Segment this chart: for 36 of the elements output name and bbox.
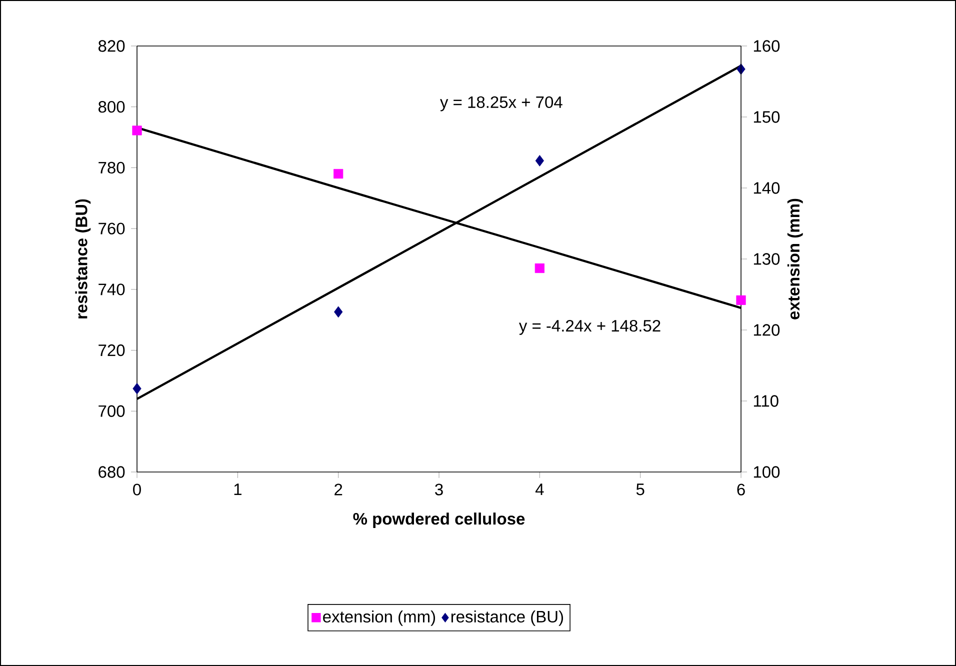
y2-tick-label: 140 bbox=[754, 182, 780, 194]
point bbox=[334, 168, 344, 179]
x-tick-label: 3 bbox=[435, 484, 443, 496]
y-tick-label: 820 bbox=[98, 40, 125, 52]
y-tick-label: 740 bbox=[98, 284, 125, 296]
y-tick-label: 760 bbox=[98, 222, 125, 234]
x-axis-title: % powdered cellulose bbox=[353, 512, 525, 528]
x-tick-label: 6 bbox=[737, 484, 745, 496]
y2-tick-label: 110 bbox=[754, 395, 778, 407]
x-tick-label: 5 bbox=[636, 484, 644, 496]
y2-axis-title: extension (mm) bbox=[787, 198, 803, 320]
annotation: y = -4.24x + 148.52 bbox=[518, 320, 660, 335]
point bbox=[132, 126, 142, 136]
x-tick-label: 1 bbox=[234, 484, 242, 496]
y2-tick-label: 100 bbox=[754, 466, 780, 478]
legend-label: resistance (BU) bbox=[451, 610, 563, 626]
x-tick-label: 4 bbox=[535, 484, 544, 496]
y2-tick-label: 150 bbox=[754, 111, 780, 123]
point bbox=[132, 382, 142, 394]
y-tick-label: 720 bbox=[98, 344, 125, 356]
y2-tick-label: 120 bbox=[754, 324, 780, 336]
y2-tick-label: 130 bbox=[754, 253, 780, 265]
point bbox=[736, 295, 746, 305]
point bbox=[534, 263, 544, 274]
legend-label: extension (mm) bbox=[323, 610, 436, 626]
point bbox=[535, 155, 544, 166]
x-tick-label: 0 bbox=[133, 484, 141, 496]
point bbox=[334, 306, 343, 318]
y2-tick-label: 160 bbox=[754, 40, 780, 52]
y-tick-label: 800 bbox=[98, 101, 125, 113]
y-axis-title: resistance (BU) bbox=[75, 199, 91, 318]
y-tick-label: 700 bbox=[98, 405, 125, 417]
x-tick-label: 2 bbox=[334, 484, 342, 496]
y-tick-label: 680 bbox=[98, 466, 125, 478]
y-tick-label: 780 bbox=[98, 162, 125, 174]
annotation: y = 18.25x + 704 bbox=[440, 96, 562, 112]
